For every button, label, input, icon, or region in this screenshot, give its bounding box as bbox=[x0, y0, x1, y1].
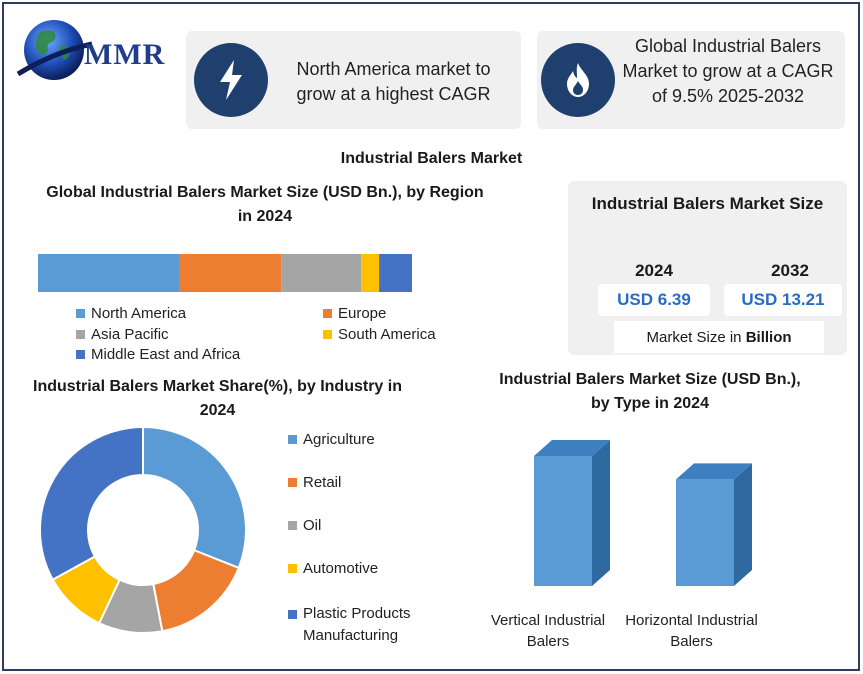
info-card-north-america: North America market to grow at a highes… bbox=[186, 31, 521, 129]
region-stacked-bar bbox=[38, 254, 412, 292]
legend-label: Europe bbox=[338, 305, 387, 322]
industry-chart-title: Industrial Balers Market Share(%), by In… bbox=[33, 378, 402, 419]
market-size-caption: Market Size in Billion bbox=[614, 329, 824, 346]
flame-icon-badge bbox=[541, 43, 615, 117]
info-card-cagr: Global Industrial Balers Market to grow … bbox=[537, 31, 845, 129]
market-size-title: Industrial Balers Market Size bbox=[591, 194, 824, 213]
legend-swatch bbox=[76, 330, 85, 339]
legend-swatch bbox=[76, 309, 85, 318]
year-2024: 2024 bbox=[635, 261, 673, 280]
legend-swatch bbox=[323, 330, 332, 339]
globe-icon bbox=[16, 20, 93, 80]
bar-segment-asia-pacific bbox=[281, 254, 362, 292]
region-chart-title: Global Industrial Balers Market Size (US… bbox=[46, 184, 484, 225]
legend-label: Middle East and Africa bbox=[91, 346, 241, 363]
legend-swatch bbox=[323, 309, 332, 318]
type-chart-title: Industrial Balers Market Size (USD Bn.),… bbox=[499, 371, 801, 412]
legend-item-agriculture: Agriculture bbox=[288, 431, 375, 448]
legend-swatch bbox=[288, 610, 297, 619]
x-tick-label-vertical: Vertical Industrial Balers bbox=[490, 612, 606, 650]
legend-label: Agriculture bbox=[303, 431, 375, 448]
legend-item-europe: Europe bbox=[323, 305, 386, 322]
legend-label: Oil bbox=[303, 517, 322, 534]
legend-item-middle-east-africa: Middle East and Africa bbox=[76, 346, 240, 363]
bar-segment-middle-east-and-africa bbox=[379, 254, 412, 292]
page-title: Industrial Balers Market bbox=[340, 150, 523, 167]
bar-segment-south-america bbox=[361, 254, 380, 292]
bar-segment-north-america bbox=[38, 254, 179, 292]
legend-item-south-america: South America bbox=[323, 326, 436, 343]
value-2032: USD 13.21 bbox=[724, 284, 842, 316]
logo-text: MMR bbox=[84, 38, 166, 71]
legend-item-oil: Oil bbox=[288, 517, 321, 534]
legend-label: South America bbox=[338, 326, 436, 343]
legend-item-north-america: North America bbox=[76, 305, 186, 322]
legend-item-asia-pacific: Asia Pacific bbox=[76, 326, 169, 343]
legend-label: Plastic Products Manufacturing bbox=[303, 605, 411, 644]
donut-slice-agriculture bbox=[142, 425, 247, 570]
legend-swatch bbox=[288, 521, 297, 530]
legend-item-plastic-products: Plastic Products Manufacturing bbox=[288, 603, 438, 647]
flame-icon bbox=[567, 63, 589, 97]
market-size-panel: Industrial Balers Market Size 2024 2032 … bbox=[568, 181, 847, 355]
legend-label: Retail bbox=[303, 474, 342, 491]
legend-swatch bbox=[76, 350, 85, 359]
donut-slice-plastic-products-manufacturing bbox=[39, 425, 144, 581]
legend-item-retail: Retail bbox=[288, 474, 341, 491]
legend-swatch bbox=[288, 478, 297, 487]
card-text: Global Industrial Balers Market to grow … bbox=[622, 36, 834, 106]
card-text: North America market to grow at a highes… bbox=[296, 59, 491, 104]
column-horizontal-industrial-balers bbox=[676, 463, 752, 586]
lightning-icon bbox=[220, 60, 242, 100]
legend-swatch bbox=[288, 435, 297, 444]
caption-prefix: Market Size in bbox=[646, 329, 746, 346]
type-column-chart bbox=[534, 440, 752, 586]
region-legend: North America Europe Asia Pacific South … bbox=[76, 305, 476, 367]
bar-segment-europe bbox=[178, 254, 282, 292]
caption-bold: Billion bbox=[745, 329, 792, 346]
legend-label: Asia Pacific bbox=[91, 326, 169, 343]
donut-slice-retail bbox=[152, 548, 241, 633]
legend-item-automotive: Automotive bbox=[288, 560, 378, 577]
legend-label: North America bbox=[91, 305, 187, 322]
industry-donut-chart bbox=[39, 425, 247, 634]
legend-label: Automotive bbox=[303, 560, 379, 577]
year-2032: 2032 bbox=[771, 261, 809, 280]
mmr-logo: MMR bbox=[14, 16, 184, 88]
industry-legend: Agriculture Retail Oil Automotive Plasti… bbox=[288, 431, 458, 651]
legend-swatch bbox=[288, 564, 297, 573]
value-2024: USD 6.39 bbox=[598, 284, 710, 316]
x-tick-label-horizontal: Horizontal Industrial Balers bbox=[625, 612, 758, 650]
column-vertical-industrial-balers bbox=[534, 440, 610, 586]
lightning-icon-badge bbox=[194, 43, 268, 117]
